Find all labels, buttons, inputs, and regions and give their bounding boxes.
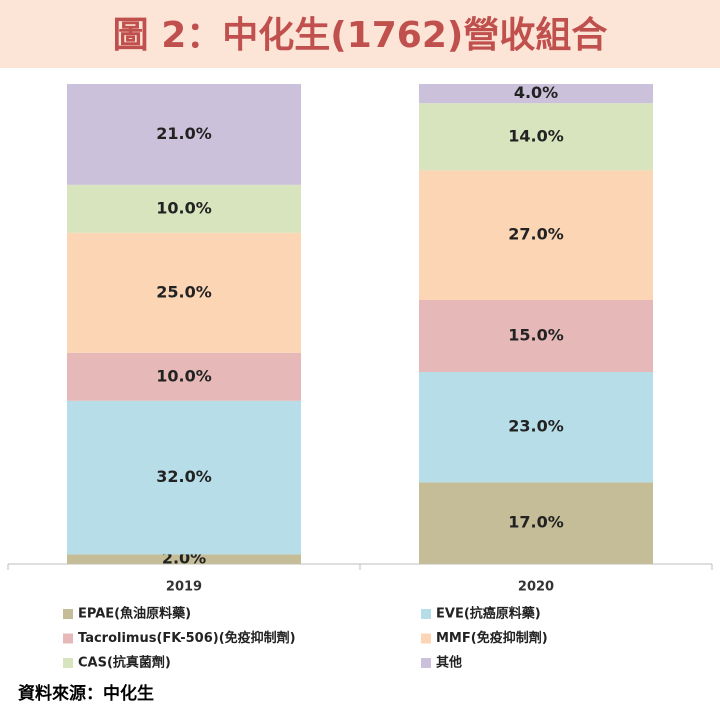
bar-segment xyxy=(419,372,653,483)
data-label: 32.0% xyxy=(156,467,212,486)
data-label: 10.0% xyxy=(156,198,212,217)
legend-label: EVE(抗癌原料藥) xyxy=(436,606,541,622)
data-label: 21.0% xyxy=(156,124,212,143)
legend-label: EPAE(魚油原料藥) xyxy=(78,606,191,622)
bar-segment xyxy=(67,232,301,353)
legend-label: CAS(抗真菌劑) xyxy=(78,655,171,671)
bar-segment xyxy=(419,170,653,300)
legend-label: MMF(免疫抑制劑) xyxy=(436,630,548,646)
bar-segment xyxy=(67,554,301,564)
bar-segment xyxy=(419,103,653,171)
legend-marker xyxy=(421,658,431,668)
data-label: 17.0% xyxy=(508,513,564,532)
bar-segment xyxy=(67,400,301,555)
bar-segment xyxy=(67,352,301,401)
bar-segment xyxy=(419,300,653,372)
legend-marker xyxy=(421,609,431,619)
data-label: 25.0% xyxy=(156,282,212,301)
data-label: 23.0% xyxy=(508,417,564,436)
legend-label: Tacrolimus(FK-506)(免疫抑制劑) xyxy=(78,630,296,646)
title-band xyxy=(0,0,720,68)
data-label: 27.0% xyxy=(508,225,564,244)
chart-title: 圖 2：中化生(1762)營收組合 xyxy=(113,15,608,56)
bar-segment xyxy=(67,184,301,233)
source-note: 資料來源：中化生 xyxy=(18,683,154,704)
legend-marker xyxy=(63,609,73,619)
x-tick-label: 2019 xyxy=(166,580,202,595)
bar-segment xyxy=(419,482,653,564)
bar-segment xyxy=(419,84,653,104)
legend-marker xyxy=(421,633,431,644)
legend-marker xyxy=(63,633,73,644)
data-label: 10.0% xyxy=(156,366,212,385)
legend-marker xyxy=(63,658,73,668)
data-label: 4.0% xyxy=(514,83,558,102)
data-label: 15.0% xyxy=(508,326,564,345)
bar-segment xyxy=(67,84,301,185)
legend-label: 其他 xyxy=(436,655,462,671)
x-tick-label: 2020 xyxy=(518,580,554,595)
data-label: 14.0% xyxy=(508,126,564,145)
